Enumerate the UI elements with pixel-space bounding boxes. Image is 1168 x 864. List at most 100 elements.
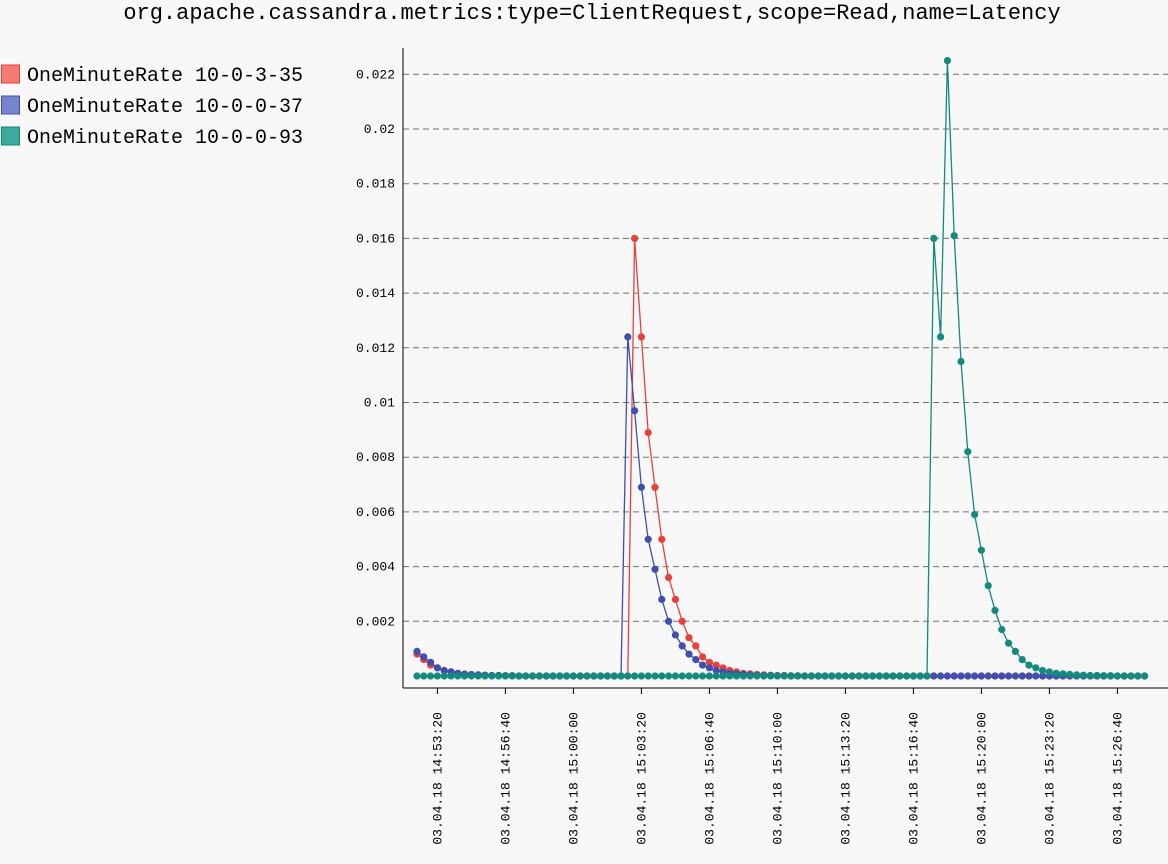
data-point bbox=[787, 672, 795, 680]
data-point bbox=[624, 672, 632, 680]
data-point bbox=[454, 672, 462, 680]
y-tick-label: 0.008 bbox=[356, 450, 395, 465]
data-point bbox=[937, 333, 945, 341]
data-point bbox=[773, 672, 782, 680]
x-tick-label: 03.04.18 15:13:20 bbox=[838, 712, 853, 845]
grid-lines bbox=[403, 73, 1168, 622]
data-point bbox=[501, 672, 509, 680]
series-line bbox=[417, 60, 1145, 677]
data-point bbox=[1005, 672, 1013, 680]
data-point bbox=[658, 672, 666, 680]
data-point bbox=[624, 333, 632, 341]
data-point bbox=[617, 672, 625, 680]
legend-label: OneMinuteRate 10-0-0-93 bbox=[27, 127, 303, 150]
data-point bbox=[542, 672, 550, 680]
data-point bbox=[991, 606, 999, 615]
legend: OneMinuteRate 10-0-3-35 OneMinuteRate 10-… bbox=[1, 64, 303, 150]
data-point bbox=[943, 57, 952, 65]
data-point bbox=[964, 448, 972, 456]
data-point bbox=[1025, 672, 1033, 680]
data-point bbox=[957, 357, 965, 366]
data-point bbox=[631, 234, 639, 242]
data-point bbox=[821, 672, 829, 680]
y-tick-label: 0.01 bbox=[364, 396, 395, 411]
data-point bbox=[467, 672, 475, 680]
legend-swatch bbox=[1, 64, 20, 84]
data-point bbox=[882, 672, 890, 680]
data-point bbox=[610, 672, 618, 680]
data-point bbox=[1134, 672, 1142, 680]
data-point bbox=[651, 565, 659, 573]
data-point bbox=[930, 672, 938, 680]
data-point bbox=[685, 672, 693, 680]
data-point bbox=[699, 672, 707, 680]
data-point bbox=[1032, 664, 1040, 672]
data-point bbox=[433, 664, 441, 672]
data-point bbox=[481, 672, 489, 680]
data-point bbox=[767, 672, 775, 680]
data-point bbox=[1073, 671, 1081, 679]
data-point bbox=[1032, 672, 1040, 680]
data-point bbox=[814, 672, 822, 680]
data-point bbox=[875, 672, 884, 680]
data-point bbox=[807, 672, 816, 680]
data-point bbox=[678, 672, 686, 680]
data-point bbox=[923, 672, 931, 680]
data-point bbox=[998, 672, 1006, 680]
data-point bbox=[937, 672, 945, 680]
axes bbox=[402, 48, 1168, 689]
data-point bbox=[1107, 672, 1115, 680]
data-point bbox=[794, 672, 802, 680]
data-point bbox=[1127, 672, 1135, 680]
data-point bbox=[420, 653, 428, 661]
x-tick-label: 03.04.18 14:56:40 bbox=[498, 712, 513, 845]
x-tick-label: 03.04.18 15:23:20 bbox=[1042, 712, 1057, 845]
data-point bbox=[705, 658, 714, 666]
data-point bbox=[692, 672, 700, 680]
data-point bbox=[631, 407, 639, 415]
data-point bbox=[909, 672, 918, 680]
data-point bbox=[991, 672, 999, 680]
x-tick-label: 03.04.18 15:16:40 bbox=[906, 712, 921, 845]
data-point bbox=[848, 672, 856, 680]
data-point bbox=[637, 483, 646, 491]
data-point bbox=[1059, 670, 1067, 678]
data-point bbox=[440, 672, 448, 680]
data-point bbox=[855, 672, 863, 680]
chart-title: org.apache.cassandra.metrics:type=Client… bbox=[123, 1, 1060, 26]
data-point bbox=[488, 672, 496, 680]
y-tick-label: 0.004 bbox=[356, 560, 395, 575]
y-tick-label: 0.012 bbox=[356, 341, 395, 356]
data-point bbox=[692, 656, 700, 664]
data-point bbox=[556, 672, 564, 680]
data-point bbox=[427, 672, 435, 680]
data-point bbox=[699, 661, 707, 669]
y-tick-label: 0.002 bbox=[356, 614, 395, 629]
data-point bbox=[529, 672, 537, 680]
legend-swatch bbox=[1, 95, 20, 115]
data-point bbox=[678, 617, 686, 625]
data-point bbox=[957, 672, 965, 680]
data-point bbox=[964, 672, 972, 680]
data-point bbox=[413, 672, 421, 680]
x-tick-label: 03.04.18 15:03:20 bbox=[634, 712, 649, 845]
data-point bbox=[413, 647, 421, 656]
data-point bbox=[726, 672, 734, 680]
data-point bbox=[889, 672, 897, 680]
data-point bbox=[753, 672, 761, 680]
data-point bbox=[705, 672, 714, 680]
data-point bbox=[699, 653, 707, 661]
data-point bbox=[420, 672, 428, 680]
data-point bbox=[637, 672, 646, 680]
data-point bbox=[671, 672, 680, 680]
data-point bbox=[1079, 671, 1087, 679]
data-point bbox=[780, 672, 788, 680]
y-tick-label: 0.02 bbox=[364, 122, 395, 137]
x-tick-label: 03.04.18 15:10:00 bbox=[770, 712, 785, 845]
data-point bbox=[644, 535, 652, 543]
data-point bbox=[930, 234, 938, 242]
data-point bbox=[705, 664, 714, 672]
data-point bbox=[644, 429, 652, 437]
data-point bbox=[1141, 672, 1149, 680]
